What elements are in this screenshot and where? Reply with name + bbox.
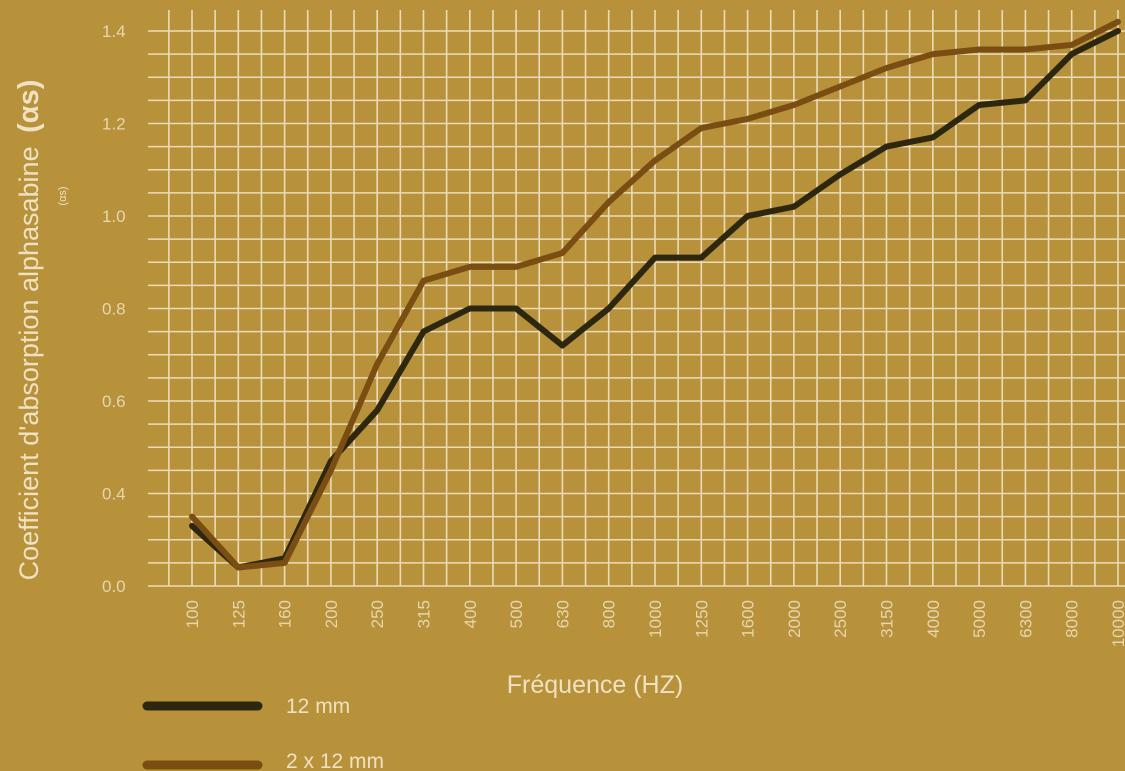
y-axis-subtitle: (αs) bbox=[57, 186, 69, 205]
x-tick-label: 3150 bbox=[878, 600, 897, 638]
y-axis-ticks: 0.0 0.4 0.6 0.8 1.0 1.2 1.4 bbox=[102, 22, 126, 596]
y-axis-sublabel: (αs) bbox=[57, 186, 69, 205]
series-line-2x12mm bbox=[189, 18, 1121, 571]
x-tick-label: 250 bbox=[368, 600, 387, 628]
y-tick-label: 1.0 bbox=[102, 207, 126, 226]
x-tick-label: 500 bbox=[507, 600, 526, 628]
x-tick-label: 5000 bbox=[970, 600, 989, 638]
y-axis-symbol: (αs) bbox=[13, 80, 45, 133]
x-axis-ticks: 100 125 160 200 250 315 400 500 630 800 1000 1250 16… bbox=[183, 600, 1125, 647]
x-tick-label: 160 bbox=[276, 600, 295, 628]
x-tick-label: 125 bbox=[229, 600, 248, 628]
y-axis-title: Coefficient d'absorption alphasabine (αs… bbox=[13, 80, 45, 581]
x-axis-label: Fréquence (HZ) bbox=[507, 671, 683, 699]
x-tick-label: 800 bbox=[600, 600, 619, 628]
y-tick-label: 0.6 bbox=[102, 392, 126, 411]
x-tick-label: 100 bbox=[183, 600, 202, 628]
x-tick-label: 1250 bbox=[692, 600, 711, 638]
legend-label-12mm: 12 mm bbox=[286, 695, 350, 718]
legend-label-2x12mm: 2 x 12 mm bbox=[286, 750, 384, 771]
y-tick-label: 0.0 bbox=[102, 577, 126, 596]
y-tick-label: 1.2 bbox=[102, 115, 126, 134]
chart-legend: 12 mm 2 x 12 mm bbox=[142, 695, 384, 771]
x-tick-label: 200 bbox=[322, 600, 341, 628]
x-tick-label: 10000 bbox=[1109, 600, 1125, 647]
x-tick-label: 1000 bbox=[646, 600, 665, 638]
x-tick-label: 4000 bbox=[924, 600, 943, 638]
y-tick-label: 0.4 bbox=[102, 485, 126, 504]
x-tick-label: 315 bbox=[415, 600, 434, 628]
svg-text:Coefficient d'absorption alpha: Coefficient d'absorption alphasabine (αs… bbox=[13, 80, 45, 581]
x-tick-label: 1600 bbox=[739, 600, 758, 638]
x-tick-label: 8000 bbox=[1063, 600, 1082, 638]
x-tick-label: 6300 bbox=[1016, 600, 1035, 638]
x-tick-label: 2500 bbox=[831, 600, 850, 638]
x-tick-label: 400 bbox=[461, 600, 480, 628]
chart-series bbox=[189, 18, 1121, 571]
series-line-12mm bbox=[189, 28, 1121, 571]
y-axis-label: Coefficient d'absorption alphasabine bbox=[14, 146, 44, 580]
chart-grid bbox=[148, 10, 1125, 587]
y-tick-label: 1.4 bbox=[102, 22, 126, 41]
x-tick-label: 630 bbox=[553, 600, 572, 628]
y-tick-label: 0.8 bbox=[102, 300, 126, 319]
x-tick-label: 2000 bbox=[785, 600, 804, 638]
